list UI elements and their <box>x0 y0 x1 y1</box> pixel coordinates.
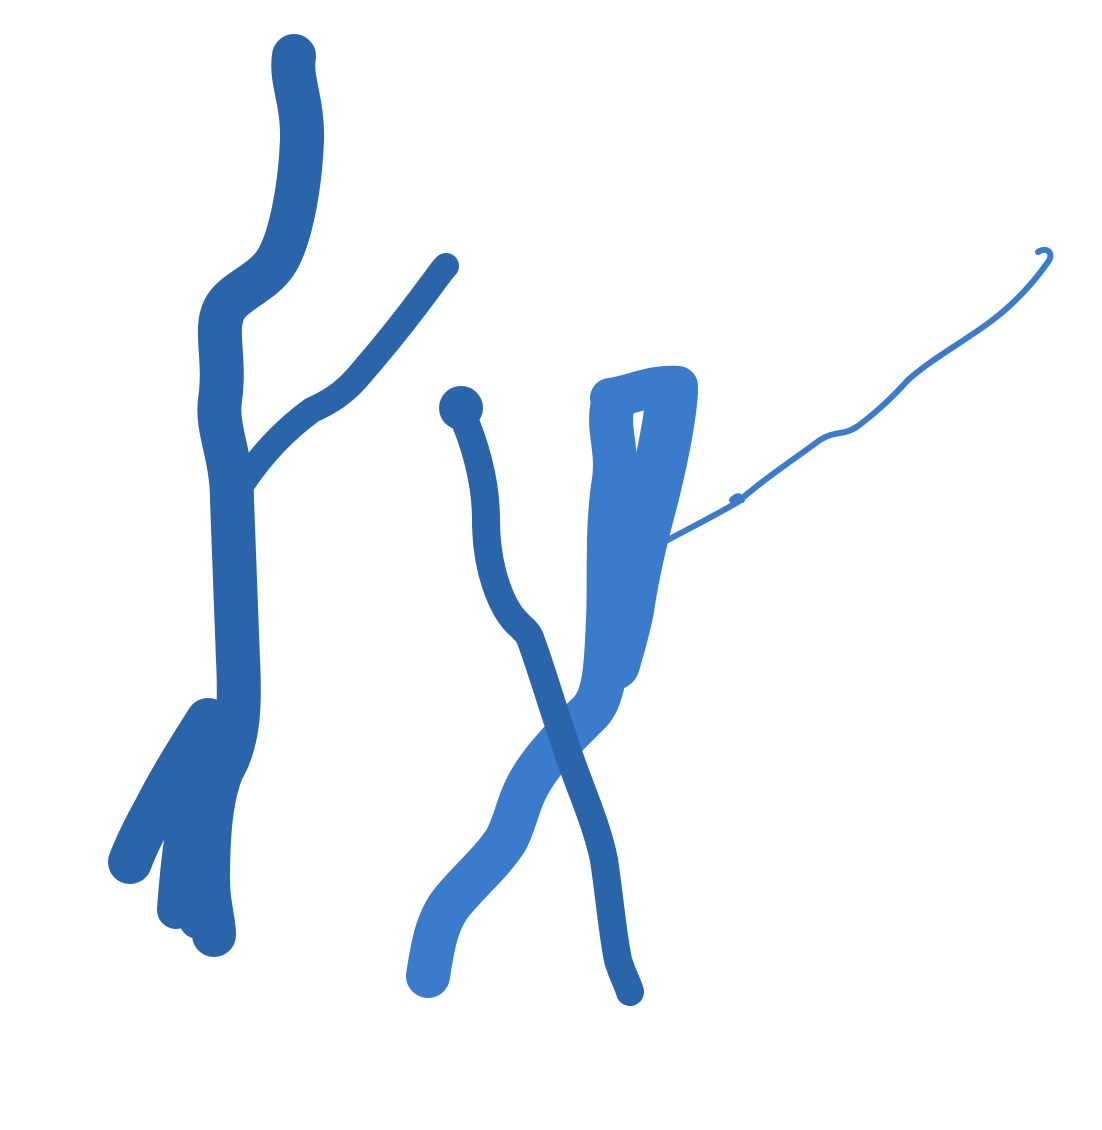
right-figure-light-head-bump <box>590 365 698 418</box>
left-figure-branch <box>225 253 459 503</box>
right-figure-dark-diagonal <box>446 396 644 1006</box>
right-figure-light-head <box>588 366 698 690</box>
right-figure-dark-diagonal-start <box>439 386 483 430</box>
right-figure-light-arm-tick <box>729 493 745 503</box>
left-figure-foot-toe-2 <box>179 761 233 939</box>
